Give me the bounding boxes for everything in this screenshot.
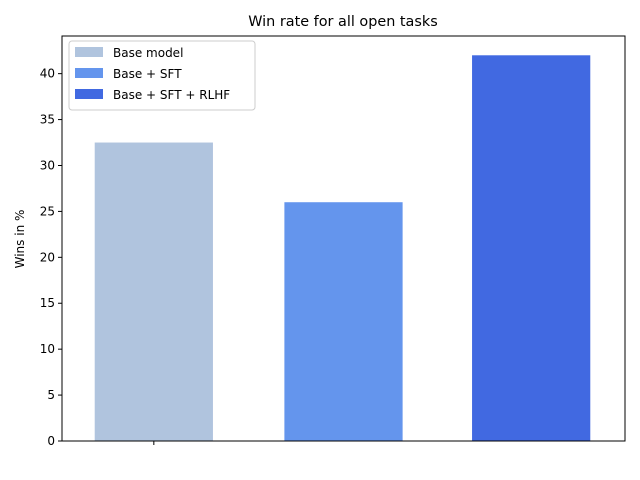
y-tick-label-7: 35 (40, 113, 55, 127)
legend: Base model Base + SFT Base + SFT + RLHF (68, 40, 256, 111)
y-axis: 0 5 10 15 20 25 30 35 40 (40, 67, 62, 448)
y-tick-label-6: 30 (40, 158, 55, 172)
legend-label-2: Base + SFT + RLHF (113, 88, 230, 102)
y-tick-label-3: 15 (40, 296, 55, 310)
legend-label-0: Base model (113, 46, 183, 60)
y-tick-label-5: 25 (40, 204, 55, 218)
legend-swatch-1 (75, 68, 103, 78)
y-tick-label-4: 20 (40, 250, 55, 264)
bar-1 (284, 202, 403, 441)
legend-label-1: Base + SFT (113, 67, 182, 81)
legend-swatch-2 (75, 89, 103, 99)
legend-swatch-0 (75, 47, 103, 57)
bars-group (94, 55, 591, 442)
legend-box (68, 40, 256, 111)
chart-title: Win rate for all open tasks (248, 14, 437, 30)
y-axis-label: Wins in % (13, 210, 27, 269)
y-tick-label-1: 5 (47, 388, 55, 402)
bar-0 (94, 142, 213, 441)
y-tick-label-8: 40 (40, 67, 55, 81)
bar-2 (472, 55, 591, 442)
plot-area-frame (61, 35, 626, 442)
y-tick-label-0: 0 (47, 434, 55, 448)
y-tick-label-2: 10 (40, 342, 55, 356)
